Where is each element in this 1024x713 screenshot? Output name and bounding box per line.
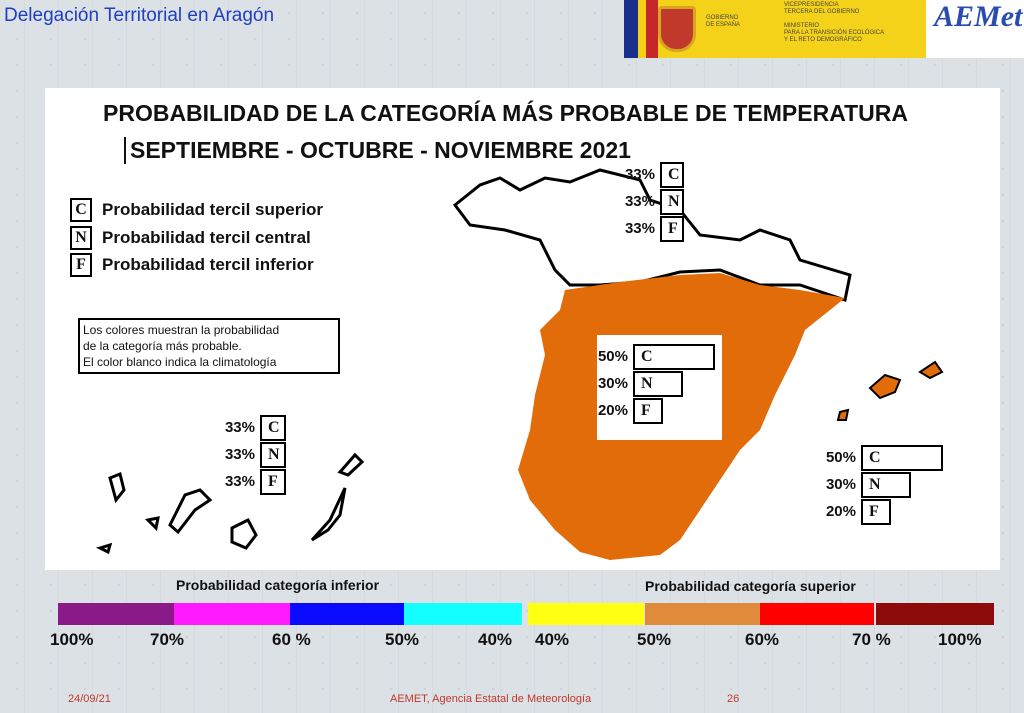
scale-swatch-upper: [760, 603, 874, 625]
category-box: N: [633, 370, 683, 397]
legend-key: C: [70, 198, 92, 222]
scale-tick-lower: 40%: [478, 630, 513, 649]
note-line: de la categoría más probable.: [83, 339, 242, 353]
scale-tick-upper: 40%: [535, 630, 570, 649]
legend-label: Probabilidad tercil superior: [102, 200, 324, 219]
category-box: C: [861, 444, 943, 471]
scale-tick-upper: 50%: [637, 630, 672, 649]
legend-item: N Probabilidad tercil central: [70, 226, 311, 250]
scale-swatch-lower: [58, 603, 174, 625]
legend-item: C Probabilidad tercil superior: [70, 198, 323, 222]
slide-title: PROBABILIDAD DE LA CATEGORÍA MÁS PROBABL…: [103, 100, 908, 126]
government-logo-banner: GOBIERNO DE ESPAÑA VICEPRESIDENCIA TERCERA…: [624, 0, 1024, 58]
category-box: N: [660, 188, 684, 215]
gov-line: GOBIERNO: [706, 15, 739, 21]
scale-tick-upper: 70 %: [852, 630, 891, 649]
aemet-logo: AEMet: [926, 0, 1024, 58]
percent: 33%: [624, 193, 655, 210]
canarias-probability-group: 33% C 33% N 33% F: [220, 414, 286, 495]
balearic-islands: [836, 360, 944, 421]
coat-of-arms-icon: [658, 6, 696, 52]
min-line: MINISTERIO: [784, 23, 820, 29]
note-line: El color blanco indica la climatología: [83, 355, 277, 369]
percent: 20%: [597, 402, 628, 419]
percent: 33%: [224, 473, 255, 490]
slide-subtitle: SEPTIEMBRE - OCTUBRE - NOVIEMBRE 2021: [124, 137, 631, 164]
percent: 20%: [825, 503, 856, 520]
upper-scale-caption: Probabilidad categoría superior: [645, 578, 856, 594]
scale-tick-lower: 50%: [385, 630, 420, 649]
percent: 33%: [624, 220, 655, 237]
canary-islands: [95, 452, 365, 555]
footer-date: 24/09/21: [68, 693, 111, 705]
legend-label: Probabilidad tercil central: [102, 228, 311, 247]
scale-tick-lower: 70%: [150, 630, 185, 649]
legend-label: Probabilidad tercil inferior: [102, 255, 314, 274]
scale-tick-lower: 100%: [50, 630, 94, 649]
footer-page: 26: [727, 693, 740, 705]
min-line: TERCERA DEL GOBIERNO: [784, 9, 860, 15]
category-box: F: [260, 468, 286, 495]
eu-flag-icon: [624, 0, 658, 58]
category-box: N: [861, 471, 911, 498]
category-box: N: [260, 441, 286, 468]
category-box: C: [260, 414, 286, 441]
scale-swatch-lower: [174, 603, 290, 625]
percent: 30%: [825, 476, 856, 493]
scale-swatch-upper: [876, 603, 994, 625]
gov-line: DE ESPAÑA: [706, 22, 740, 28]
percent: 50%: [825, 449, 856, 466]
min-line: PARA LA TRANSICIÓN ECOLÓGICA: [784, 30, 885, 36]
scale-swatch-lower: [404, 603, 522, 625]
france-outline: [452, 168, 852, 302]
footer-org: AEMET, Agencia Estatal de Meteorología: [390, 693, 592, 705]
percent: 33%: [624, 166, 655, 183]
gobierno-label: GOBIERNO DE ESPAÑA: [706, 15, 740, 29]
percent: 30%: [597, 375, 628, 392]
peninsula-probability-group: 50% C 30% N 20% F: [593, 343, 715, 424]
percent: 33%: [224, 419, 255, 436]
scale-swatch-upper: [528, 603, 644, 625]
percent: 33%: [224, 446, 255, 463]
category-box: F: [861, 498, 891, 525]
category-box: F: [660, 215, 684, 242]
ministry-label: VICEPRESIDENCIA TERCERA DEL GOBIERNO MINI…: [784, 2, 884, 44]
category-box: C: [633, 343, 715, 370]
color-note: Los colores muestran la probabilidad de …: [78, 318, 340, 374]
north-probability-group: 33% C 33% N 33% F: [620, 161, 684, 242]
category-box: C: [660, 161, 684, 188]
scale-tick-lower: 60 %: [272, 630, 311, 649]
note-line: Los colores muestran la probabilidad: [83, 323, 280, 337]
percent: 50%: [597, 348, 628, 365]
scale-swatch-lower: [290, 603, 404, 625]
scale-swatch-upper: [645, 603, 761, 625]
scale-tick-upper: 60%: [745, 630, 780, 649]
scale-tick-upper: 100%: [938, 630, 982, 649]
min-line: Y EL RETO DEMOGRÁFICO: [784, 37, 862, 43]
legend-key: N: [70, 226, 92, 250]
legend-item: F Probabilidad tercil inferior: [70, 253, 314, 277]
header-title: Delegación Territorial en Aragón: [4, 5, 275, 26]
min-line: VICEPRESIDENCIA: [784, 2, 839, 8]
category-box: F: [633, 397, 663, 424]
balearics-probability-group: 50% C 30% N 20% F: [821, 444, 943, 525]
lower-scale-caption: Probabilidad categoría inferior: [176, 577, 380, 593]
legend-key: F: [70, 253, 92, 277]
